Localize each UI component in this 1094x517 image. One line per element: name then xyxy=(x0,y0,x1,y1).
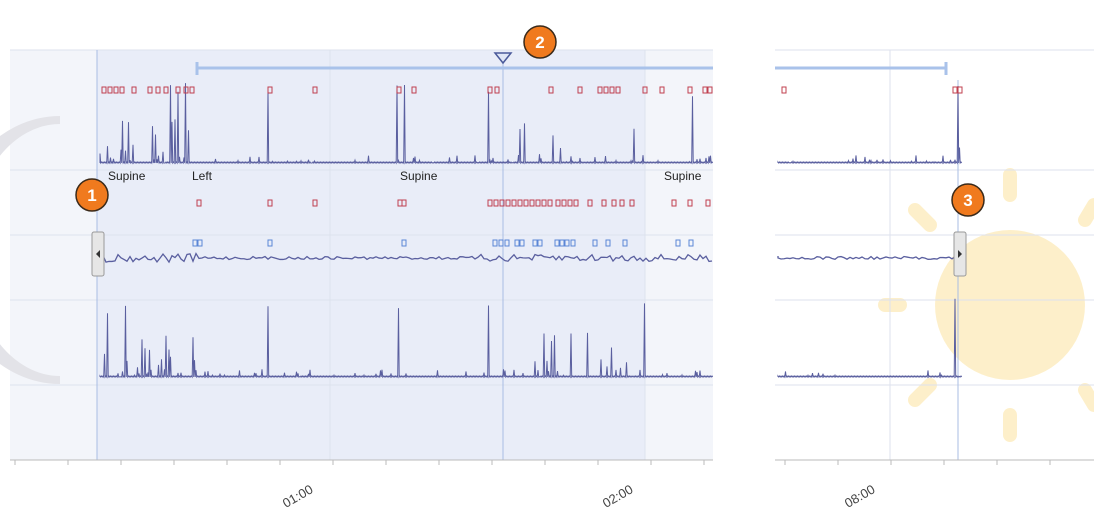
callout: 2 xyxy=(524,26,556,58)
axis-ticks xyxy=(15,460,1050,465)
time-label: 08:00 xyxy=(842,481,878,510)
position-label: Supine xyxy=(664,169,702,183)
position-label: Left xyxy=(192,169,213,183)
callout: 3 xyxy=(952,184,984,216)
callout: 1 xyxy=(76,179,108,211)
panel-gap xyxy=(713,40,775,480)
position-label: Supine xyxy=(400,169,438,183)
position-label: Supine xyxy=(108,169,146,183)
callout-number: 3 xyxy=(963,191,972,210)
callout-number: 1 xyxy=(87,186,96,205)
time-label: 01:00 xyxy=(280,481,316,510)
callout-number: 2 xyxy=(535,33,544,52)
sleep-timeline: 01:00 02:00 08:00 Supine Left Supine Sup… xyxy=(0,0,1094,517)
time-label: 02:00 xyxy=(600,481,636,510)
